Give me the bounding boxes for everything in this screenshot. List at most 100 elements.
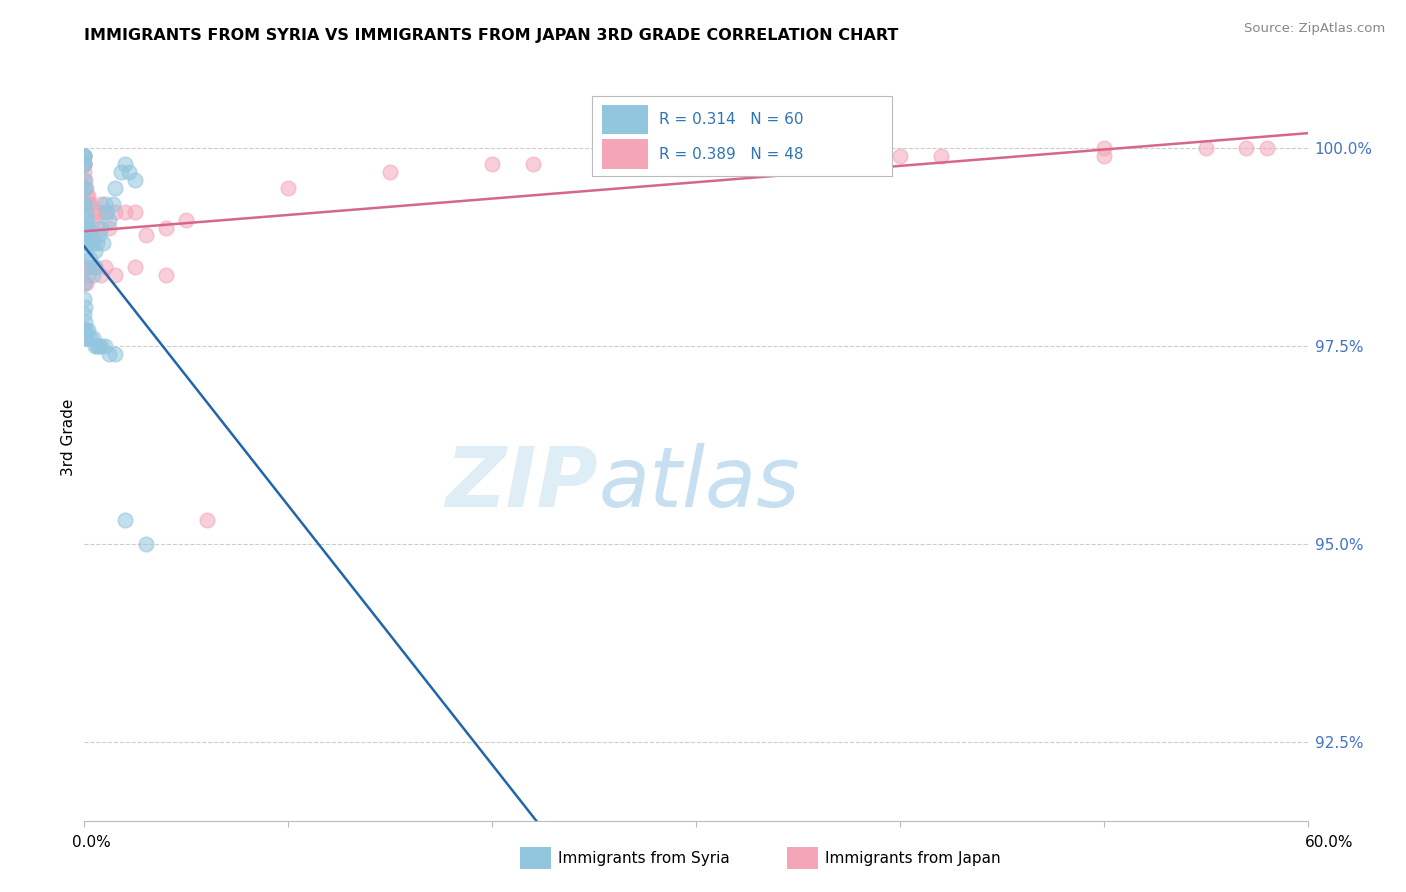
Point (124, 173, 146, 187)
Point (73, 292, 96, 306)
Point (1195, 141, 1218, 155)
Point (76, 189, 98, 203)
Point (73, 173, 96, 187)
Point (75, 300, 97, 314)
FancyBboxPatch shape (592, 95, 891, 177)
Point (73, 157, 96, 171)
Point (77, 236, 100, 251)
Point (83, 260, 105, 274)
Point (73, 165, 96, 179)
Point (75, 323, 97, 337)
Point (73, 323, 96, 337)
Point (75, 276, 97, 290)
Point (86, 220, 108, 235)
Point (75, 204, 97, 219)
Point (104, 204, 127, 219)
Point (77, 268, 100, 282)
Point (97, 347, 120, 361)
Text: IMMIGRANTS FROM SYRIA VS IMMIGRANTS FROM JAPAN 3RD GRADE CORRELATION CHART: IMMIGRANTS FROM SYRIA VS IMMIGRANTS FROM… (84, 28, 898, 43)
Point (104, 347, 127, 361)
Point (114, 513, 136, 527)
Point (87, 228, 110, 243)
Point (104, 181, 127, 195)
Point (93, 260, 115, 274)
Point (97, 212, 120, 227)
Text: Immigrants from Japan: Immigrants from Japan (825, 851, 1001, 865)
Point (73, 260, 96, 274)
Point (79, 260, 101, 274)
Point (82, 212, 104, 227)
Text: Source: ZipAtlas.com: Source: ZipAtlas.com (1244, 22, 1385, 36)
Point (93, 204, 115, 219)
Point (75, 315, 97, 329)
Point (1092, 149, 1115, 163)
Point (101, 196, 124, 211)
Point (73, 181, 96, 195)
Point (86, 339, 108, 353)
Point (75, 236, 97, 251)
Point (83, 339, 105, 353)
Point (380, 165, 402, 179)
Point (75, 173, 97, 187)
Point (114, 204, 136, 219)
Text: atlas: atlas (598, 442, 800, 524)
Point (124, 204, 146, 219)
Point (73, 149, 96, 163)
Point (87, 339, 110, 353)
Point (83, 244, 105, 259)
Point (90, 220, 112, 235)
Text: R = 0.314   N = 60: R = 0.314 N = 60 (659, 112, 804, 127)
Point (91, 236, 114, 251)
Point (522, 157, 544, 171)
Point (75, 196, 97, 211)
Point (75, 331, 97, 345)
Point (75, 276, 97, 290)
Y-axis label: 3rd Grade: 3rd Grade (60, 399, 76, 475)
Point (73, 157, 96, 171)
Point (73, 149, 96, 163)
Point (86, 236, 108, 251)
Point (1092, 141, 1115, 155)
Text: R = 0.389   N = 48: R = 0.389 N = 48 (659, 146, 804, 161)
Point (104, 268, 127, 282)
Point (90, 196, 112, 211)
Point (75, 181, 97, 195)
Point (118, 165, 141, 179)
Point (75, 212, 97, 227)
Point (174, 212, 197, 227)
Point (124, 260, 146, 274)
Point (77, 220, 100, 235)
Point (73, 149, 96, 163)
Point (79, 196, 101, 211)
Point (155, 268, 177, 282)
Point (195, 513, 218, 527)
Point (76, 228, 98, 243)
Point (79, 196, 101, 211)
Text: ZIP: ZIP (446, 442, 598, 524)
Point (155, 220, 177, 235)
Point (79, 228, 101, 243)
Point (96, 204, 118, 219)
Point (73, 308, 96, 322)
Point (73, 157, 96, 171)
Point (90, 268, 112, 282)
Point (1256, 141, 1278, 155)
Point (77, 189, 100, 203)
Point (82, 236, 104, 251)
Point (135, 228, 157, 243)
Point (481, 157, 503, 171)
Point (889, 149, 911, 163)
Point (90, 339, 112, 353)
Point (685, 149, 707, 163)
Text: Immigrants from Syria: Immigrants from Syria (558, 851, 730, 865)
Point (97, 220, 120, 235)
Point (1236, 141, 1258, 155)
Point (79, 331, 101, 345)
Point (73, 196, 96, 211)
Point (135, 537, 157, 551)
Point (73, 331, 96, 345)
Point (73, 276, 96, 290)
Point (83, 260, 105, 274)
Point (73, 149, 96, 163)
FancyBboxPatch shape (602, 105, 648, 134)
